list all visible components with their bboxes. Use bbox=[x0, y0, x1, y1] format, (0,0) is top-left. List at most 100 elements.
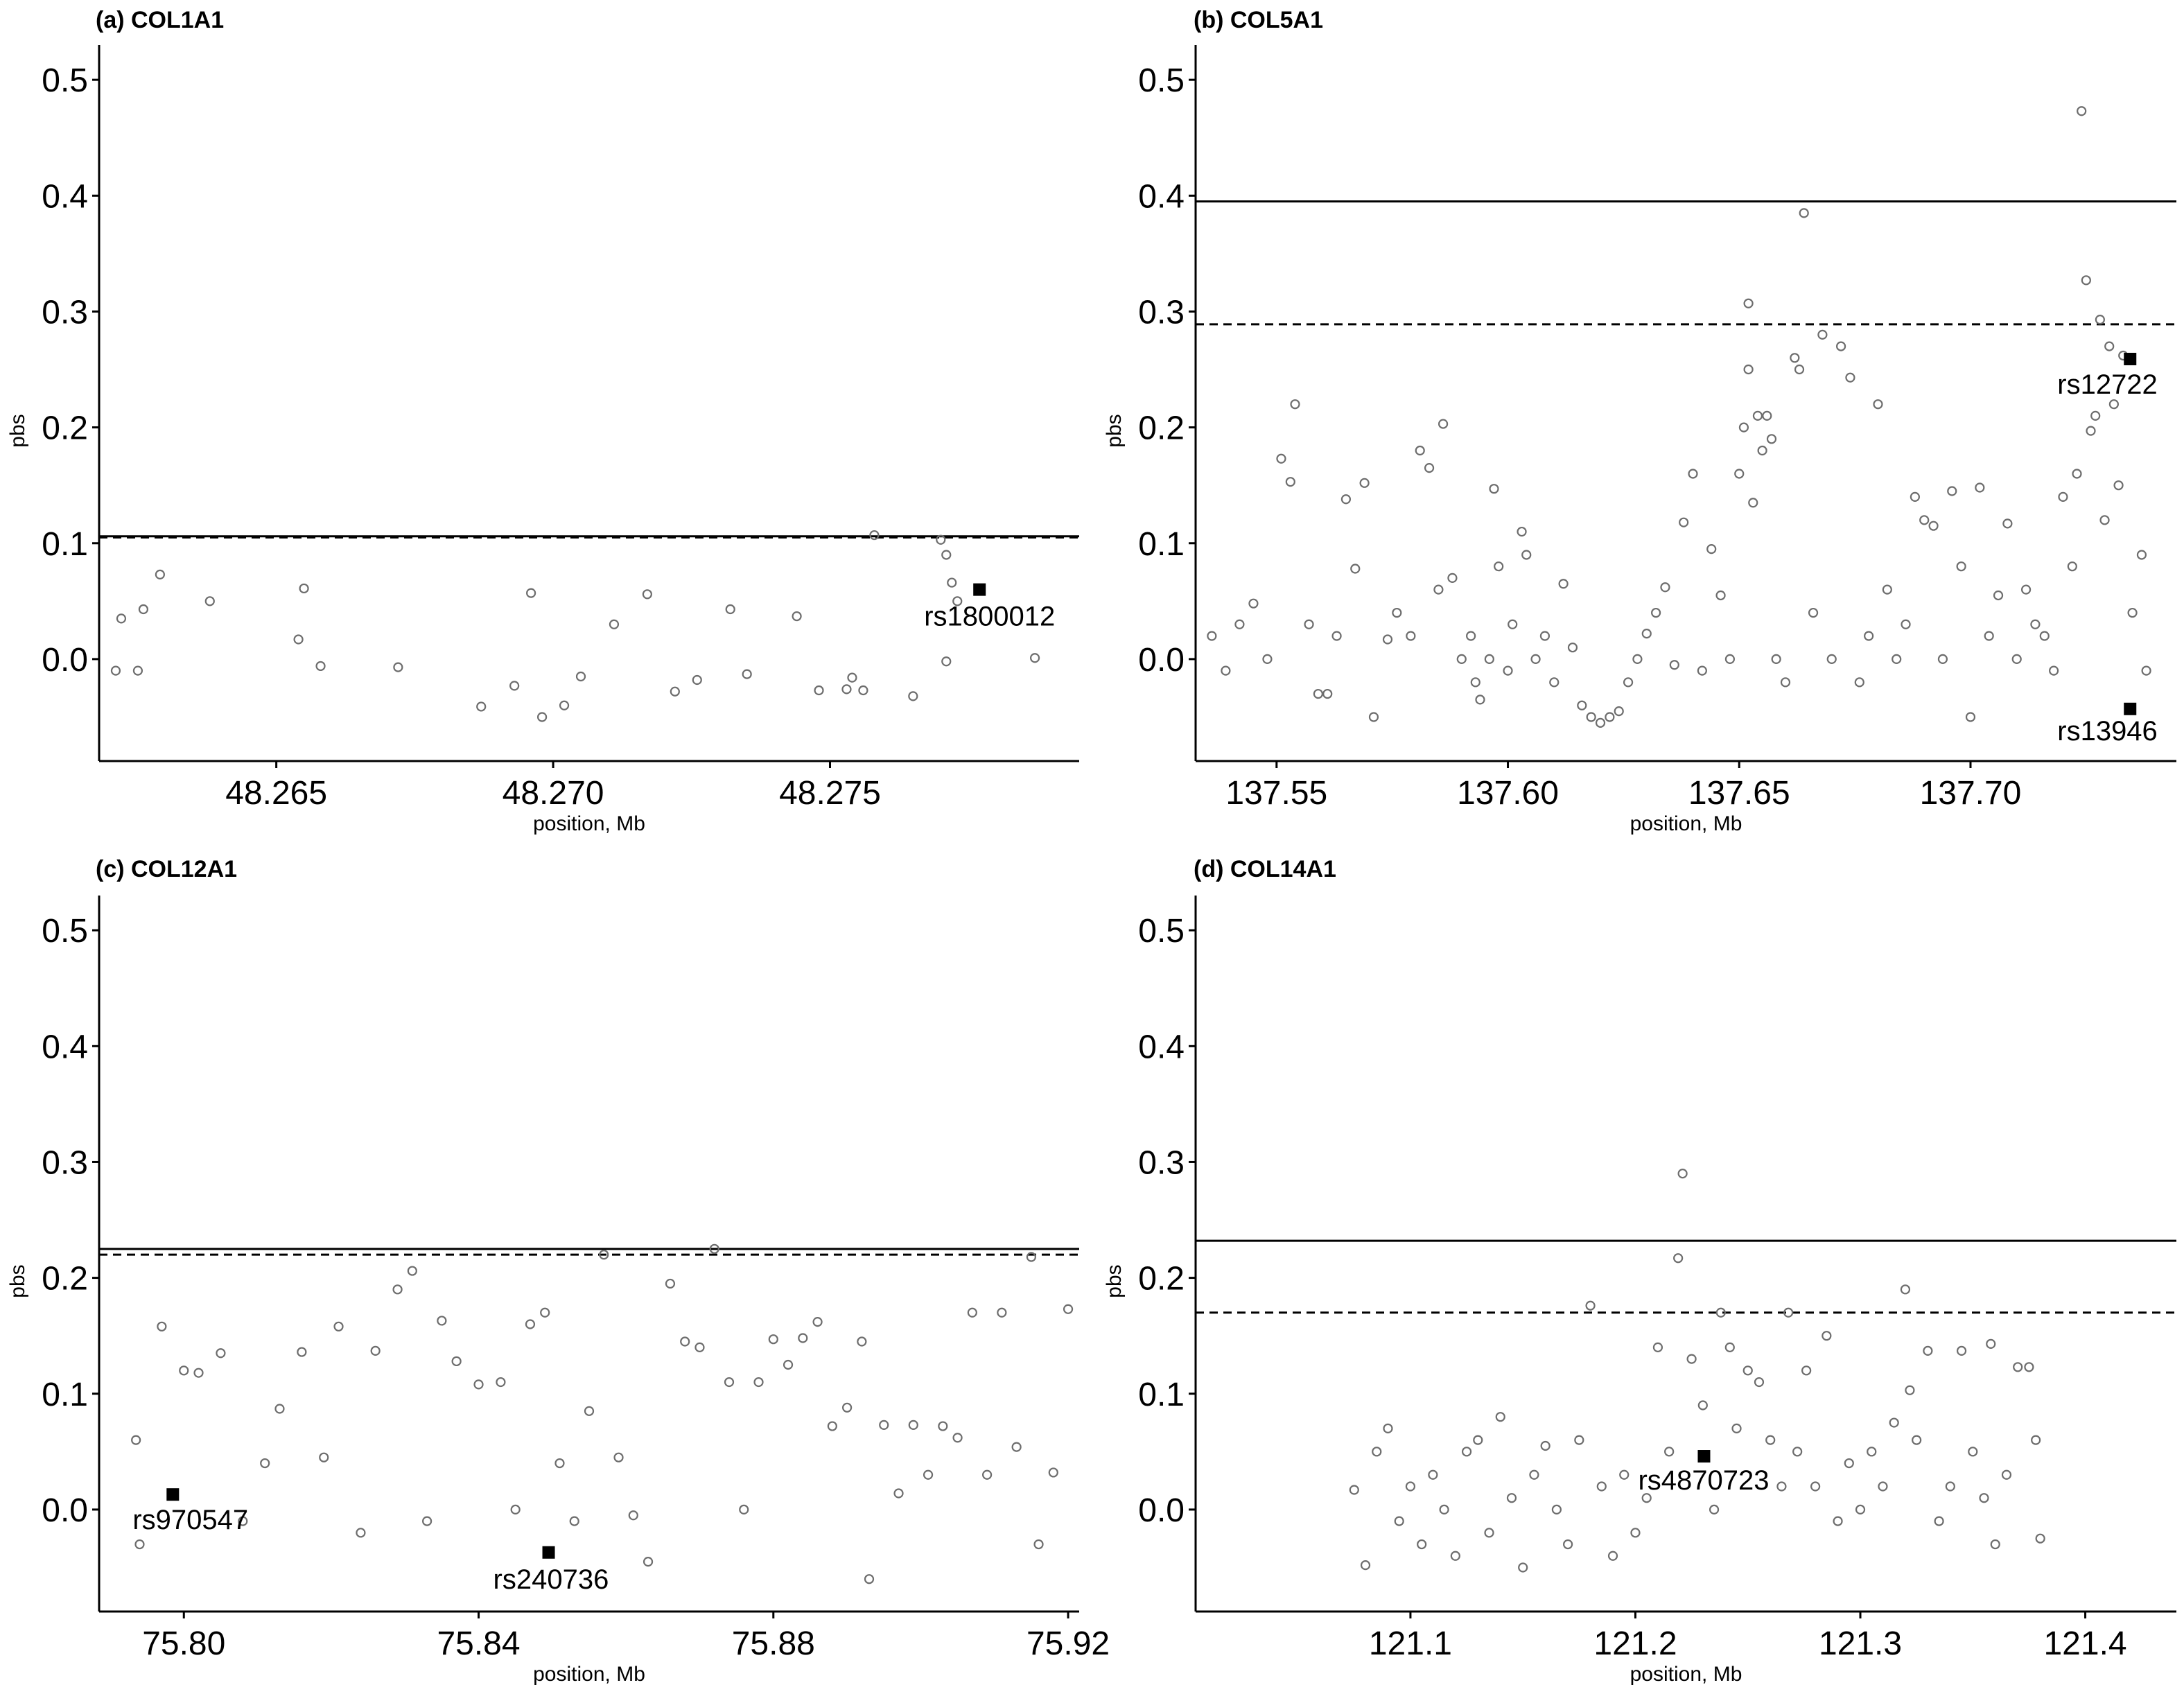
snp-point bbox=[1632, 654, 1643, 665]
x-tick-label: 121.3 bbox=[1819, 1625, 1902, 1662]
snp-point bbox=[216, 1348, 226, 1359]
snp-point bbox=[609, 619, 620, 629]
snp-point bbox=[1794, 364, 1805, 375]
snp-point bbox=[941, 550, 952, 560]
x-tick-label: 137.60 bbox=[1457, 775, 1559, 812]
snp-point bbox=[473, 1379, 484, 1390]
snp-point bbox=[1304, 619, 1314, 629]
snp-point bbox=[1029, 653, 1040, 663]
snp-point bbox=[694, 1342, 705, 1352]
snp-point bbox=[1248, 598, 1259, 609]
snp-point bbox=[2081, 275, 2091, 286]
snp-point bbox=[642, 589, 652, 600]
snp-point bbox=[1447, 573, 1458, 583]
snp-point bbox=[1428, 1469, 1438, 1480]
snp-point bbox=[1844, 1458, 1854, 1469]
snp-point bbox=[1833, 1516, 1843, 1526]
snp-point bbox=[1738, 422, 1749, 433]
snp-point bbox=[864, 1574, 875, 1584]
snp-point bbox=[947, 577, 957, 588]
snp-point bbox=[1780, 677, 1791, 688]
snp-point bbox=[393, 662, 403, 672]
snp-point bbox=[1724, 1342, 1735, 1352]
snp-point bbox=[1475, 695, 1485, 705]
snp-point bbox=[1928, 521, 1939, 531]
snp-point bbox=[1350, 564, 1361, 574]
x-tick-label: 48.275 bbox=[779, 775, 881, 812]
snp-point bbox=[709, 1243, 719, 1254]
snp-point bbox=[1776, 1481, 1787, 1492]
snp-point bbox=[1660, 582, 1670, 593]
panel-3: (c) COL12A1 0.0 0.1 0.2 0.3 0.4 0.5 75.80 75.84 7… bbox=[6, 856, 1110, 1686]
x-tick-label: 137.70 bbox=[1920, 775, 2022, 812]
snp-point bbox=[1882, 584, 1892, 595]
highlight-snp-marker bbox=[2124, 352, 2137, 365]
y-tick-label: 0.4 bbox=[1138, 1029, 1185, 1065]
snp-point bbox=[536, 712, 548, 722]
panel-4: (d) COL14A1 0.0 0.1 0.2 0.3 0.4 0.5 121.1 121.2 1… bbox=[1103, 856, 2176, 1686]
highlight-snp-label: rs240736 bbox=[493, 1564, 609, 1595]
snp-point bbox=[1677, 1169, 1688, 1179]
snp-point bbox=[496, 1377, 506, 1388]
snp-point bbox=[1417, 1539, 1427, 1550]
x-tick-label: 121.1 bbox=[1369, 1625, 1452, 1662]
snp-point bbox=[1473, 1435, 1483, 1445]
x-tick-label: 75.84 bbox=[437, 1625, 520, 1662]
snp-point bbox=[1867, 1447, 1877, 1457]
snp-point bbox=[422, 1516, 433, 1526]
snp-point bbox=[2031, 1435, 2041, 1445]
snp-point bbox=[1810, 1481, 1821, 1492]
snp-point bbox=[1892, 654, 1902, 665]
snp-point bbox=[1817, 329, 1828, 340]
snp-point bbox=[1415, 445, 1425, 456]
snp-point bbox=[670, 686, 680, 697]
x-tick-label: 137.65 bbox=[1688, 775, 1790, 812]
snp-point bbox=[1757, 445, 1767, 456]
snp-point bbox=[356, 1528, 366, 1538]
y-tick-label: 0.0 bbox=[42, 1492, 88, 1529]
snp-point bbox=[1340, 494, 1352, 505]
snp-point bbox=[1905, 1385, 1915, 1395]
snp-point bbox=[1965, 712, 1976, 722]
snp-point bbox=[1845, 372, 1855, 383]
y-tick-label: 0.0 bbox=[1138, 642, 1185, 679]
y-tick-label: 0.1 bbox=[42, 1377, 88, 1413]
y-tick-label: 0.3 bbox=[42, 294, 88, 331]
highlight-snp-label: rs13946 bbox=[2057, 716, 2158, 746]
y-tick-label: 0.3 bbox=[42, 1144, 88, 1181]
snp-point bbox=[1456, 654, 1467, 665]
snp-point bbox=[643, 1557, 654, 1567]
snp-point bbox=[1276, 453, 1286, 464]
snp-point bbox=[1539, 631, 1550, 641]
snp-point bbox=[1508, 619, 1518, 629]
snp-point bbox=[1563, 1539, 1573, 1550]
snp-point bbox=[1530, 654, 1541, 665]
snp-point bbox=[1912, 1435, 1922, 1445]
snp-point bbox=[1585, 1300, 1596, 1311]
snp-point bbox=[1878, 1481, 1888, 1492]
panel-title: (a) COL1A1 bbox=[96, 7, 224, 33]
snp-point bbox=[293, 634, 304, 645]
snp-point bbox=[1540, 1440, 1550, 1451]
highlight-snp-marker bbox=[1697, 1450, 1711, 1463]
panel-title: (c) COL12A1 bbox=[96, 856, 237, 882]
snp-point bbox=[2058, 491, 2068, 502]
y-tick-label: 0.1 bbox=[1138, 1377, 1185, 1413]
snp-point bbox=[2024, 1362, 2034, 1372]
snp-point bbox=[1679, 517, 1689, 527]
snp-point bbox=[1968, 1447, 1978, 1457]
snp-point bbox=[2049, 665, 2059, 676]
snp-point bbox=[116, 613, 127, 624]
snp-point bbox=[1383, 1423, 1393, 1433]
snp-point bbox=[476, 701, 487, 712]
snp-point bbox=[1754, 1377, 1765, 1388]
snp-point bbox=[155, 569, 165, 579]
snp-point bbox=[131, 1435, 141, 1445]
snp-point bbox=[1551, 1504, 1562, 1515]
y-tick-label: 0.4 bbox=[42, 178, 88, 215]
snp-point bbox=[1783, 1307, 1794, 1318]
snp-point bbox=[179, 1365, 189, 1376]
snp-point bbox=[1835, 341, 1846, 351]
snp-point bbox=[297, 1347, 307, 1357]
snp-point bbox=[1450, 1551, 1460, 1561]
